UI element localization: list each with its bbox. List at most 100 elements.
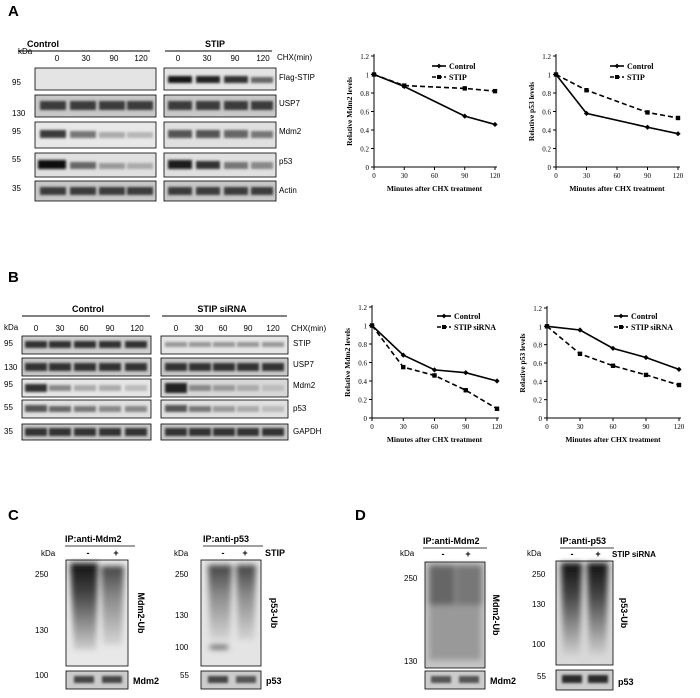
panel-c: IP:anti-Mdm2 kDa - + 250 130 100 Mdm2-Ub… [35, 534, 285, 690]
legend-marker [619, 325, 623, 329]
legend-marker [615, 75, 619, 79]
y-tick-label: 0 [364, 415, 368, 423]
y-axis-label: Relative Mdm2 levels [345, 77, 354, 146]
legend-marker [436, 63, 442, 69]
mw-marker: 250 [404, 574, 418, 583]
blot-bands [74, 676, 122, 683]
blot-b: Control STIP siRNA kDa CHX(min) 0 30 60 … [4, 304, 326, 441]
band-label: p53 [279, 157, 293, 166]
data-point [676, 366, 682, 373]
blot-bands [38, 160, 273, 169]
x-tick-label: 0 [370, 423, 374, 431]
mw-marker: 55 [12, 155, 21, 164]
data-point [644, 124, 651, 130]
y-tick-label: 0 [366, 164, 370, 172]
data-point [610, 363, 616, 368]
blot-bands [40, 101, 273, 110]
y-tick-label: 0.8 [358, 341, 367, 349]
x-tick-label: 120 [674, 423, 685, 431]
group-label-control: Control [72, 304, 104, 314]
ub-smear [208, 565, 256, 649]
mw-marker: 130 [404, 657, 418, 666]
mw-marker: 95 [12, 78, 21, 87]
band-label: Mdm2 [279, 127, 302, 136]
mw-marker: 250 [532, 570, 546, 579]
y-tick-label: 0 [539, 415, 543, 423]
data-point [494, 406, 500, 411]
blot-bands [208, 676, 256, 683]
legend-marker [614, 63, 620, 69]
treatment-label: STIP siRNA [612, 550, 656, 559]
x-axis-label: Minutes after CHX treatment [569, 184, 665, 193]
timepoint: 0 [55, 54, 60, 63]
mw-marker: 55 [4, 403, 13, 412]
lane-plus: + [242, 548, 247, 558]
blot-bands [40, 130, 273, 138]
timepoint: 30 [82, 54, 91, 63]
legend-label: STIP [449, 73, 467, 82]
blot-bands [168, 76, 273, 83]
timepoint: 0 [34, 324, 39, 333]
y-axis-label: Relative p53 levels [518, 333, 527, 392]
y-tick-label: 0.4 [360, 127, 369, 135]
mw-marker: 100 [175, 643, 189, 652]
x-tick-label: 90 [462, 423, 470, 431]
y-tick-label: 1 [364, 323, 368, 331]
y-tick-label: 0.6 [542, 109, 551, 117]
timepoint: 120 [134, 54, 148, 63]
mw-marker: 55 [537, 672, 546, 681]
legend-marker [618, 313, 624, 319]
bottom-label: p53 [266, 676, 282, 686]
band-label: STIP [293, 339, 311, 348]
y-tick-label: 1.2 [358, 304, 367, 312]
lane-minus: - [222, 548, 225, 558]
y-tick-label: 0.4 [542, 127, 551, 135]
y-tick-label: 0.6 [358, 360, 367, 368]
x-tick-label: 30 [401, 172, 409, 180]
band-label: GAPDH [293, 427, 322, 436]
group-label-stip: STIP [205, 39, 225, 49]
mw-marker: 250 [175, 570, 189, 579]
mw-marker: 130 [532, 600, 546, 609]
y-axis-label: Relative p53 levels [527, 82, 536, 141]
panel-letter-a: A [8, 3, 19, 20]
mw-marker: 95 [12, 127, 21, 136]
data-point [432, 373, 437, 378]
x-tick-label: 0 [554, 172, 558, 180]
bottom-label: Mdm2 [133, 676, 159, 686]
legend-label: STIP siRNA [631, 323, 673, 332]
ip-title: IP:anti-Mdm2 [65, 534, 122, 544]
data-point [492, 88, 498, 94]
mw-marker: 35 [4, 427, 13, 436]
x-tick-label: 60 [431, 172, 439, 180]
x-axis-label: Minutes after CHX treatment [565, 435, 661, 444]
mw-marker: 130 [4, 363, 18, 372]
mw-marker: 55 [180, 671, 189, 680]
x-tick-label: 120 [492, 423, 503, 431]
kda-label: kDa [4, 323, 19, 332]
x-axis-label: Minutes after CHX treatment [387, 184, 483, 193]
blot-bands [25, 405, 284, 412]
panel-letter-b: B [8, 269, 19, 286]
data-point [463, 388, 468, 393]
legend-marker [437, 75, 441, 79]
blot-strip [34, 67, 157, 91]
data-point [577, 327, 583, 333]
lane-plus: + [595, 549, 600, 559]
ip-title: IP:anti-Mdm2 [423, 536, 480, 546]
ub-smear [429, 565, 482, 660]
y-tick-label: 0.4 [358, 378, 367, 386]
lane-plus: + [465, 549, 470, 559]
y-tick-label: 1 [548, 72, 552, 80]
band-label: p53 [293, 404, 307, 413]
panel-d: IP:anti-Mdm2 kDa - + 250 130 Mdm2-Ub Mdm… [400, 536, 656, 691]
mw-marker: 130 [35, 626, 49, 635]
mw-marker: 95 [4, 339, 13, 348]
y-tick-label: 0.4 [533, 378, 542, 386]
y-tick-label: 0.8 [533, 342, 542, 350]
mw-marker: 95 [4, 380, 13, 389]
mw-marker: 100 [35, 671, 49, 680]
kda-label: kDa [41, 549, 56, 558]
y-tick-label: 1.2 [542, 53, 551, 61]
